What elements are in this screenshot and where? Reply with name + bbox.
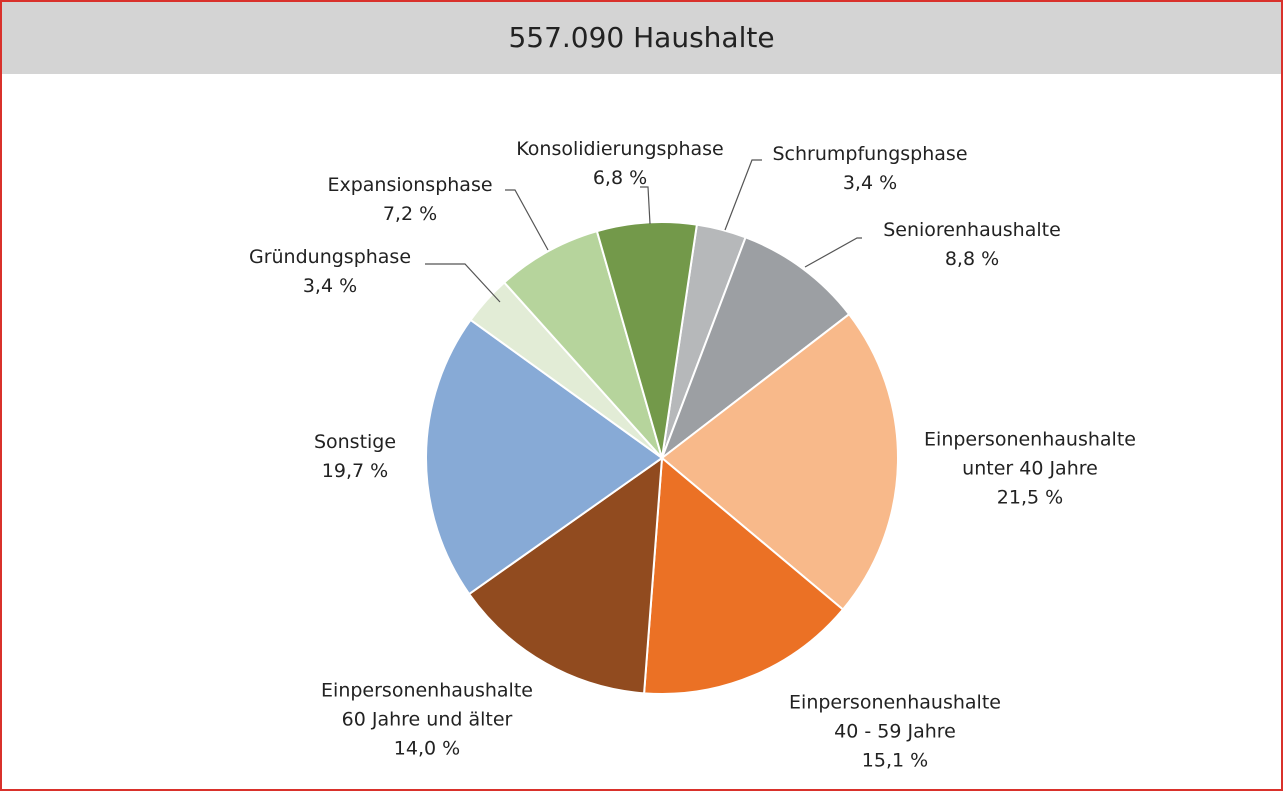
leader-line xyxy=(640,186,651,225)
category-label: Expansionsphase xyxy=(327,174,493,196)
value-label: 3,4 % xyxy=(842,172,898,194)
value-label: 15,1 % xyxy=(861,749,929,772)
value-label: 6,8 % xyxy=(592,167,648,189)
slice-label: Expansionsphase 7,2 % xyxy=(327,171,492,229)
slice-label: Seniorenhaushalte 8,8 % xyxy=(883,216,1061,274)
category-label: Schrumpfungsphase xyxy=(772,143,968,165)
pie-slice xyxy=(660,312,899,611)
slice-label: Konsolidierungsphase 6,8 % xyxy=(516,135,723,193)
category-label: Seniorenhaushalte xyxy=(883,219,1061,241)
category-label: Einpersonenhaushalte unter 40 Jahre xyxy=(924,428,1136,480)
slice-label: Einpersonenhaushalte unter 40 Jahre 21,5 … xyxy=(924,426,1136,513)
category-label: Einpersonenhaushalte 40 - 59 Jahre xyxy=(789,691,1001,743)
leader-line xyxy=(724,159,762,231)
slice-label: Einpersonenhaushalte 40 - 59 Jahre 15,1 % xyxy=(789,689,1001,776)
category-label: Einpersonenhaushalte 60 Jahre und älter xyxy=(321,679,533,731)
pie-slice xyxy=(595,221,699,459)
slice-label: Schrumpfungsphase 3,4 % xyxy=(772,140,967,198)
value-label: 8,8 % xyxy=(944,248,1000,270)
leader-line xyxy=(505,189,549,251)
value-label: 3,4 % xyxy=(302,275,358,297)
leader-line xyxy=(804,237,862,268)
pie-slice xyxy=(502,229,663,459)
category-label: Sonstige xyxy=(313,431,397,453)
leader-line xyxy=(425,263,501,303)
slice-label: Einpersonenhaushalte 60 Jahre und älter 1… xyxy=(321,677,533,764)
slice-label: Gründungsphase 3,4 % xyxy=(249,243,411,301)
category-label: Gründungsphase xyxy=(248,246,412,268)
pie-slice xyxy=(467,455,664,695)
chart-title: 557.090 Haushalte xyxy=(2,2,1281,74)
value-label: 7,2 % xyxy=(382,203,438,225)
pie-slice xyxy=(643,455,845,695)
value-label: 21,5 % xyxy=(996,486,1064,509)
category-label: Konsolidierungsphase xyxy=(516,138,724,160)
value-label: 19,7 % xyxy=(321,460,389,482)
pie-slice xyxy=(425,318,664,596)
pie-slice xyxy=(659,236,851,461)
value-label: 14,0 % xyxy=(393,737,461,760)
slice-label: Sonstige 19,7 % xyxy=(314,428,396,486)
